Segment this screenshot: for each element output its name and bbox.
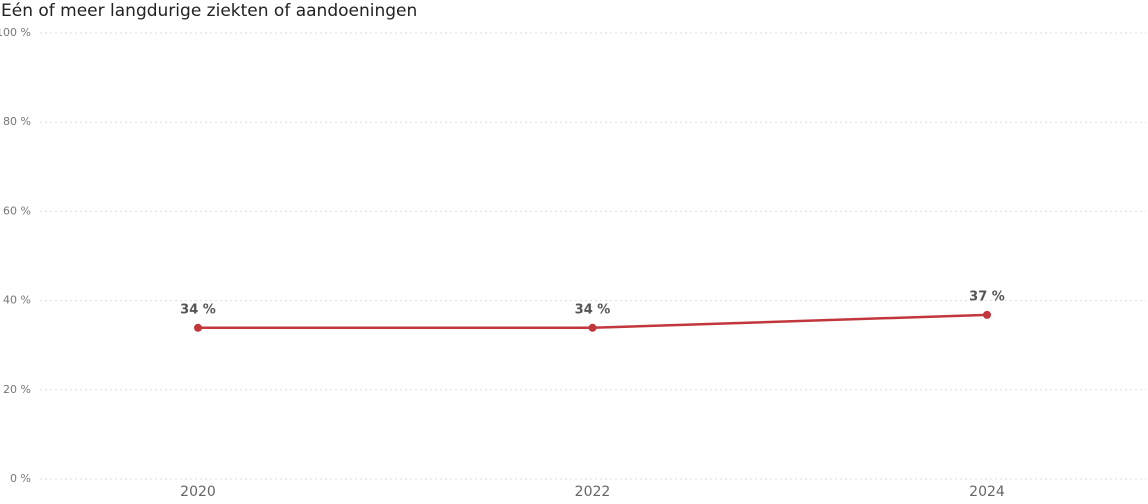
- data-label: 34 %: [575, 302, 611, 317]
- point: [194, 323, 202, 332]
- point: [983, 310, 991, 319]
- y-tick-label: 20 %: [3, 383, 31, 396]
- y-tick-label: 40 %: [3, 294, 31, 307]
- x-tick-label: 2024: [969, 484, 1005, 500]
- data-label: 37 %: [969, 289, 1005, 304]
- y-tick-label: 0 %: [10, 472, 31, 485]
- y-tick-label: 60 %: [3, 204, 31, 217]
- point: [588, 323, 597, 332]
- chart-title: Eén of meer langdurige ziekten of aandoe…: [1, 1, 417, 21]
- y-tick-label: 100 %: [0, 26, 31, 39]
- y-tick-label: 80 %: [3, 115, 31, 128]
- x-tick-label: 2022: [575, 484, 611, 500]
- x-tick-label: 2020: [180, 484, 216, 500]
- data-label: 34 %: [180, 302, 216, 317]
